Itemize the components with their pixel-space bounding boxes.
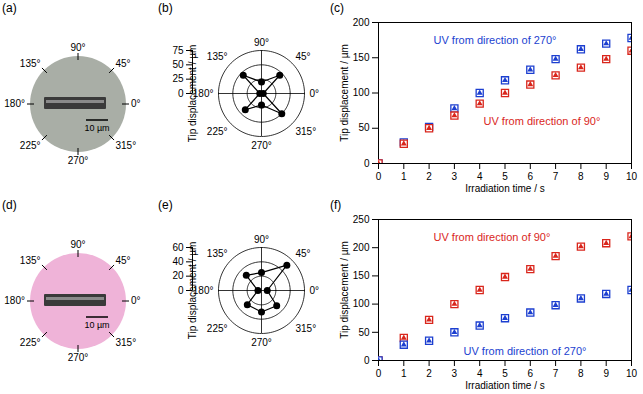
svg-text:UV from direction of 90°: UV from direction of 90° <box>484 115 601 127</box>
svg-text:90°: 90° <box>70 42 85 53</box>
svg-text:Tip displacement / µm: Tip displacement / µm <box>186 241 198 340</box>
svg-text:9: 9 <box>603 171 609 182</box>
svg-text:270°: 270° <box>251 140 272 151</box>
svg-text:90°: 90° <box>70 239 85 250</box>
svg-text:100: 100 <box>353 87 370 98</box>
svg-text:40: 40 <box>172 256 184 267</box>
svg-text:270°: 270° <box>251 337 272 348</box>
svg-text:UV from direction of 270°: UV from direction of 270° <box>464 345 587 357</box>
svg-text:250: 250 <box>353 214 370 225</box>
svg-text:0: 0 <box>178 88 184 99</box>
svg-text:0°: 0° <box>310 285 320 296</box>
svg-text:50: 50 <box>358 327 370 338</box>
svg-text:135°: 135° <box>207 51 228 62</box>
svg-text:10 µm: 10 µm <box>84 320 109 330</box>
svg-text:Tip displacement / µm: Tip displacement / µm <box>186 44 198 143</box>
svg-text:0°: 0° <box>131 295 141 306</box>
svg-text:200: 200 <box>353 242 370 253</box>
svg-text:225°: 225° <box>20 337 41 348</box>
svg-text:315°: 315° <box>115 337 136 348</box>
svg-text:135°: 135° <box>20 58 41 69</box>
svg-text:0: 0 <box>178 285 184 296</box>
svg-text:150: 150 <box>353 52 370 63</box>
svg-text:45°: 45° <box>295 248 310 259</box>
svg-text:4: 4 <box>477 171 483 182</box>
svg-text:0: 0 <box>376 171 382 182</box>
svg-text:45°: 45° <box>295 51 310 62</box>
svg-text:75: 75 <box>172 45 184 56</box>
svg-text:6: 6 <box>528 171 534 182</box>
svg-text:1: 1 <box>401 368 407 379</box>
svg-text:5: 5 <box>502 368 508 379</box>
svg-text:8: 8 <box>578 368 584 379</box>
svg-text:1: 1 <box>401 171 407 182</box>
svg-text:25: 25 <box>172 73 184 84</box>
html-text:(a): (a) <box>2 1 17 15</box>
svg-text:3: 3 <box>452 171 458 182</box>
svg-text:8: 8 <box>578 171 584 182</box>
svg-text:Irradiation time / s: Irradiation time / s <box>465 183 544 194</box>
html-text:(e): (e) <box>158 198 173 212</box>
svg-text:135°: 135° <box>20 255 41 266</box>
svg-text:60: 60 <box>172 242 184 253</box>
svg-text:90°: 90° <box>254 37 269 48</box>
svg-text:100: 100 <box>353 298 370 309</box>
svg-text:90°: 90° <box>254 234 269 245</box>
svg-text:200: 200 <box>353 17 370 28</box>
svg-text:Tip displacement / µm: Tip displacement / µm <box>339 44 350 142</box>
svg-text:45°: 45° <box>115 255 130 266</box>
svg-text:0°: 0° <box>131 98 141 109</box>
svg-text:180°: 180° <box>193 88 214 99</box>
svg-text:180°: 180° <box>4 295 25 306</box>
svg-text:0: 0 <box>364 158 370 169</box>
svg-text:20: 20 <box>172 270 184 281</box>
html-text:(d): (d) <box>2 198 17 212</box>
svg-text:50: 50 <box>358 122 370 133</box>
svg-text:9: 9 <box>603 368 609 379</box>
svg-text:3: 3 <box>452 368 458 379</box>
svg-text:135°: 135° <box>207 248 228 259</box>
svg-text:315°: 315° <box>115 140 136 151</box>
html-text:(b): (b) <box>158 1 173 15</box>
svg-text:UV from direction of 270°: UV from direction of 270° <box>434 34 557 46</box>
svg-text:180°: 180° <box>4 98 25 109</box>
svg-text:225°: 225° <box>207 126 228 137</box>
svg-text:0: 0 <box>364 355 370 366</box>
svg-text:225°: 225° <box>207 323 228 334</box>
svg-text:270°: 270° <box>68 352 89 363</box>
svg-text:50: 50 <box>172 59 184 70</box>
svg-text:UV from direction of 90°: UV from direction of 90° <box>434 231 551 243</box>
svg-text:10 µm: 10 µm <box>84 123 109 133</box>
svg-text:150: 150 <box>353 270 370 281</box>
svg-text:225°: 225° <box>20 140 41 151</box>
svg-text:5: 5 <box>502 171 508 182</box>
svg-text:7: 7 <box>553 368 559 379</box>
svg-text:4: 4 <box>477 368 483 379</box>
html-text:(c): (c) <box>330 1 344 15</box>
html-text:(f): (f) <box>330 198 342 212</box>
svg-text:315°: 315° <box>295 323 316 334</box>
svg-text:Tip displacement / µm: Tip displacement / µm <box>339 241 350 339</box>
svg-text:10: 10 <box>626 368 638 379</box>
svg-text:7: 7 <box>553 171 559 182</box>
svg-text:0: 0 <box>376 368 382 379</box>
svg-text:2: 2 <box>426 368 432 379</box>
svg-text:6: 6 <box>528 368 534 379</box>
svg-text:45°: 45° <box>115 58 130 69</box>
svg-text:Irradiation time / s: Irradiation time / s <box>465 380 544 391</box>
svg-text:2: 2 <box>426 171 432 182</box>
svg-text:180°: 180° <box>193 285 214 296</box>
svg-text:10: 10 <box>626 171 638 182</box>
svg-text:315°: 315° <box>295 126 316 137</box>
svg-text:0°: 0° <box>310 88 320 99</box>
svg-text:270°: 270° <box>68 155 89 166</box>
